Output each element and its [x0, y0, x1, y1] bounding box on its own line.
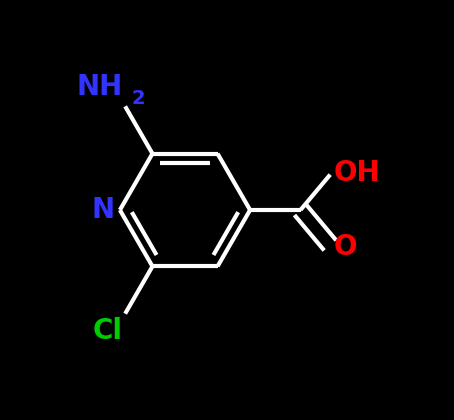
Text: OH: OH: [334, 158, 380, 186]
Text: N: N: [92, 196, 115, 224]
Text: NH: NH: [77, 74, 123, 101]
Text: 2: 2: [132, 89, 145, 108]
Text: O: O: [334, 234, 357, 262]
Text: Cl: Cl: [93, 317, 123, 345]
